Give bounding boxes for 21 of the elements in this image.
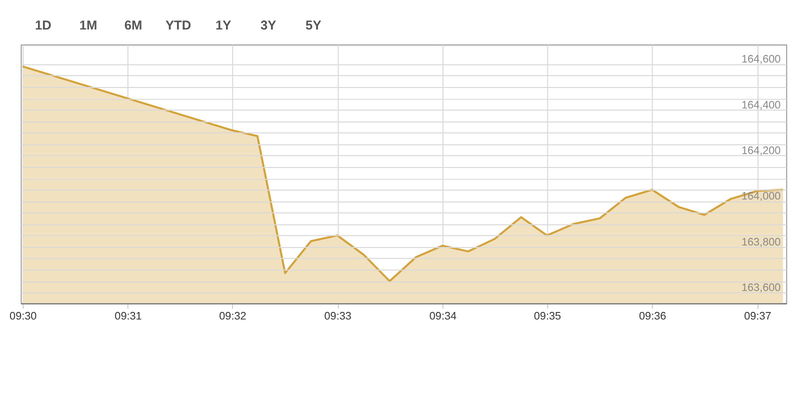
text: 1M (79, 18, 98, 33)
y-tick-label: 164,400 (741, 99, 781, 112)
y-tick-label: 163,800 (741, 236, 781, 248)
text: 1Y (216, 18, 232, 33)
y-tick-label: 164,600 (741, 54, 781, 66)
y-tick-label: 164,000 (741, 190, 781, 203)
x-tick-label: 09:32 (219, 310, 246, 323)
text: 3Y (260, 18, 277, 33)
text: 6M (124, 18, 142, 33)
x-tick-label: 09:36 (638, 310, 666, 323)
x-tick-label: 09:30 (10, 310, 37, 323)
x-tick-label: 09:34 (429, 310, 457, 323)
x-tick-label: 09:33 (324, 310, 352, 323)
x-tick-label: 09:35 (534, 310, 562, 323)
x-tick-label: 09:31 (114, 310, 142, 323)
text: 1D (35, 18, 52, 33)
text: YTD (165, 18, 192, 33)
y-tick-label: 164,200 (741, 145, 781, 158)
y-tick-label: 163,600 (741, 282, 781, 294)
text: 5Y (306, 18, 322, 33)
x-tick-label: 09:37 (744, 310, 772, 323)
